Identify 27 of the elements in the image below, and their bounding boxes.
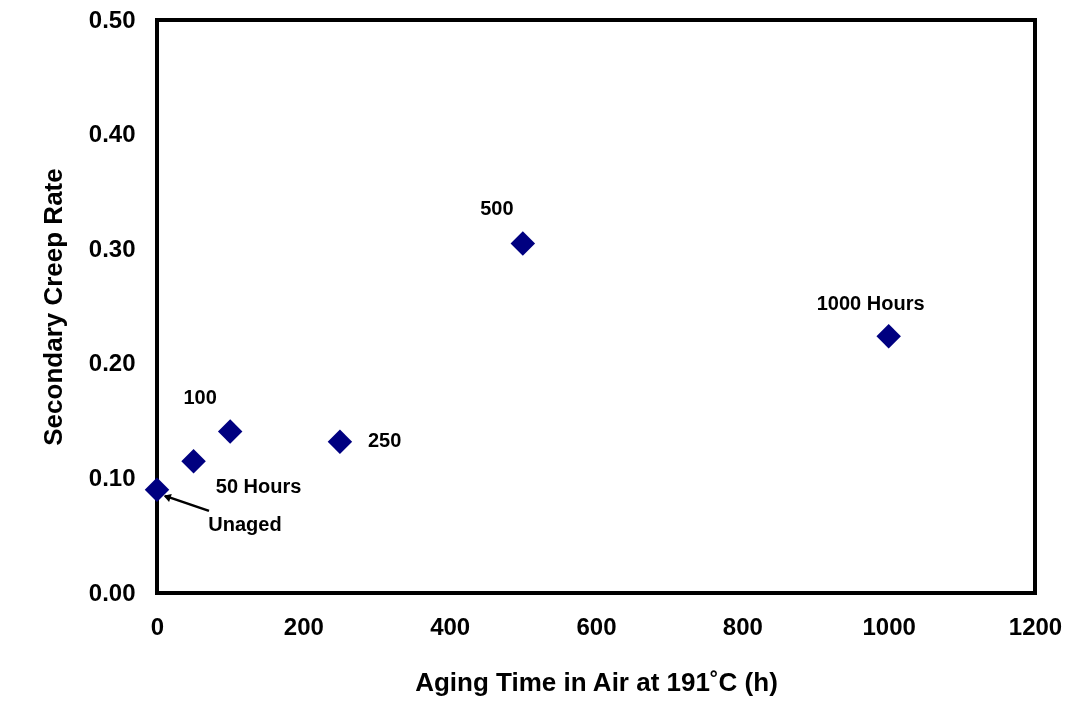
x-tick-label: 1000 xyxy=(862,612,916,640)
annotation: 250 xyxy=(367,428,402,451)
annotation: 1000 Hours xyxy=(816,292,925,315)
x-tick-label: 200 xyxy=(283,612,324,640)
point xyxy=(510,231,536,256)
x-tick-label: 600 xyxy=(576,612,617,640)
y-tick-label: 0.40 xyxy=(88,120,136,148)
y-tick-label: 0.10 xyxy=(88,463,136,491)
y-tick-label: 0.00 xyxy=(88,578,136,606)
x-tick-label: 400 xyxy=(430,612,471,640)
point xyxy=(327,429,353,454)
x-tick-label: 800 xyxy=(722,612,763,640)
x-tick-label: 0 xyxy=(150,612,165,640)
point xyxy=(181,448,206,474)
point xyxy=(876,324,901,349)
y-tick-label: 0.20 xyxy=(88,349,136,377)
x-tick-label: 1200 xyxy=(1008,612,1063,640)
x-axis-title: Aging Time in Air at 191˚C (h) xyxy=(415,666,778,697)
annotation: Unaged xyxy=(208,512,282,535)
annotation: 50 Hours xyxy=(215,475,302,498)
annotation: 100 xyxy=(183,386,217,409)
annotation: 500 xyxy=(480,197,514,220)
point xyxy=(217,419,243,444)
y-tick-label: 0.30 xyxy=(88,234,136,262)
y-axis-title: Secondary Creep Rate xyxy=(37,168,68,446)
point xyxy=(144,477,170,503)
y-tick-label: 0.50 xyxy=(88,5,136,33)
